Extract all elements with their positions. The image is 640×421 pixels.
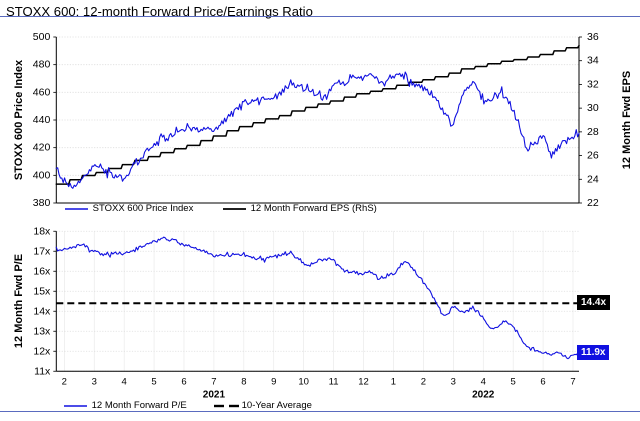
svg-text:3: 3 [92,376,97,387]
svg-text:34: 34 [587,55,599,67]
svg-text:7: 7 [211,376,216,387]
svg-text:13x: 13x [33,325,51,337]
svg-text:12: 12 [358,376,369,387]
svg-text:2: 2 [421,376,426,387]
svg-text:28: 28 [587,126,599,138]
svg-text:17x: 17x [33,245,51,257]
svg-text:380: 380 [33,197,51,209]
svg-text:400: 400 [33,169,51,181]
svg-text:1: 1 [391,376,396,387]
svg-text:7: 7 [570,376,575,387]
svg-text:2: 2 [62,376,67,387]
svg-text:9: 9 [271,376,276,387]
svg-text:2022: 2022 [472,389,495,400]
svg-text:6: 6 [181,376,186,387]
svg-text:15x: 15x [33,285,51,297]
svg-text:22: 22 [587,197,599,209]
svg-text:2021: 2021 [203,389,226,400]
svg-text:14x: 14x [33,305,51,317]
svg-text:5: 5 [511,376,516,387]
svg-text:3: 3 [451,376,456,387]
svg-text:440: 440 [33,114,51,126]
svg-text:12x: 12x [33,345,51,357]
svg-text:30: 30 [587,102,599,114]
svg-text:8: 8 [241,376,246,387]
svg-text:11: 11 [329,376,339,387]
svg-text:26: 26 [587,150,599,162]
svg-text:32: 32 [587,78,599,90]
svg-text:36: 36 [587,31,599,43]
svg-text:4: 4 [122,376,127,387]
svg-text:11x: 11x [34,365,51,377]
svg-text:18x: 18x [33,225,51,237]
svg-text:4: 4 [481,376,486,387]
svg-text:460: 460 [33,86,51,98]
svg-text:420: 420 [33,142,51,154]
svg-text:5: 5 [151,376,156,387]
svg-text:500: 500 [33,31,51,43]
svg-text:24: 24 [587,173,599,185]
svg-text:10: 10 [298,376,309,387]
svg-text:16x: 16x [33,265,51,277]
svg-text:480: 480 [33,59,51,71]
svg-text:6: 6 [540,376,545,387]
